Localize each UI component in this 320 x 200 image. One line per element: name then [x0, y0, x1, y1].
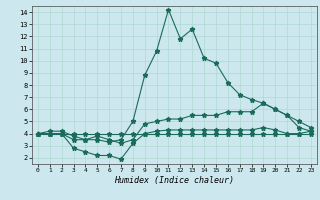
- X-axis label: Humidex (Indice chaleur): Humidex (Indice chaleur): [115, 176, 234, 185]
